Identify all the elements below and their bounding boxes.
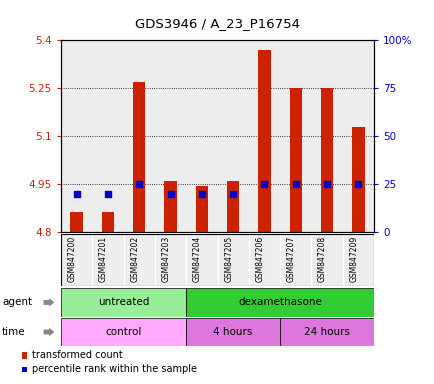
Point — [260, 181, 267, 187]
Text: transformed count: transformed count — [32, 350, 122, 360]
Bar — [217, 234, 248, 286]
Bar — [258, 50, 270, 232]
Bar — [311, 234, 342, 286]
Text: dexamethasone: dexamethasone — [238, 297, 321, 308]
Text: 4 hours: 4 hours — [213, 327, 252, 337]
Bar — [186, 40, 217, 232]
Text: GSM847202: GSM847202 — [130, 236, 139, 282]
Bar — [102, 212, 114, 232]
Bar — [70, 212, 82, 232]
Text: agent: agent — [2, 297, 32, 308]
Text: GSM847204: GSM847204 — [192, 236, 201, 282]
Bar — [61, 318, 186, 346]
Text: GSM847207: GSM847207 — [286, 236, 295, 282]
Bar — [186, 288, 373, 317]
Bar — [186, 318, 279, 346]
Bar — [195, 186, 207, 232]
Bar — [279, 40, 311, 232]
Point — [104, 191, 111, 197]
Bar — [155, 234, 186, 286]
Point — [292, 181, 299, 187]
Text: time: time — [2, 327, 26, 337]
Text: GSM847203: GSM847203 — [161, 236, 170, 282]
Bar — [123, 234, 155, 286]
Bar — [61, 288, 186, 317]
Bar — [279, 234, 311, 286]
Point — [73, 191, 80, 197]
Bar — [248, 234, 279, 286]
Bar — [155, 40, 186, 232]
Bar — [352, 127, 364, 232]
Point — [354, 181, 361, 187]
Bar — [61, 40, 92, 232]
Bar — [289, 88, 301, 232]
Text: GDS3946 / A_23_P16754: GDS3946 / A_23_P16754 — [135, 17, 299, 30]
Text: GSM847201: GSM847201 — [99, 236, 108, 282]
Bar — [279, 318, 373, 346]
Point — [323, 181, 330, 187]
Bar — [227, 181, 239, 232]
Text: GSM847200: GSM847200 — [67, 236, 76, 282]
Text: control: control — [105, 327, 141, 337]
Text: percentile rank within the sample: percentile rank within the sample — [32, 364, 196, 374]
Bar — [217, 40, 248, 232]
Text: 24 hours: 24 hours — [303, 327, 349, 337]
Point — [135, 181, 142, 187]
Point — [167, 191, 174, 197]
Text: GSM847205: GSM847205 — [224, 236, 233, 282]
Bar — [320, 88, 332, 232]
Bar — [186, 234, 217, 286]
Text: untreated: untreated — [98, 297, 149, 308]
Bar — [248, 40, 279, 232]
Bar — [92, 234, 123, 286]
Bar — [342, 40, 373, 232]
Bar — [61, 234, 92, 286]
Text: GSM847206: GSM847206 — [255, 236, 264, 282]
Text: GSM847209: GSM847209 — [349, 236, 358, 282]
Bar — [133, 82, 145, 232]
Bar — [164, 181, 176, 232]
Bar — [342, 234, 373, 286]
Bar — [311, 40, 342, 232]
Bar — [123, 40, 155, 232]
Bar — [92, 40, 123, 232]
Point — [198, 191, 205, 197]
Text: GSM847208: GSM847208 — [317, 236, 326, 282]
Point — [229, 191, 236, 197]
